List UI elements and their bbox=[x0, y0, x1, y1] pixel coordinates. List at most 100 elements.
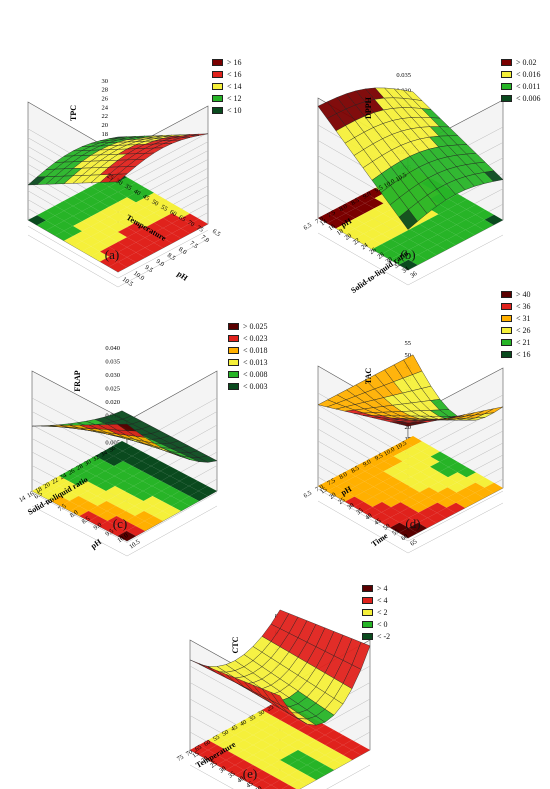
chart-0-x-tick: 55 bbox=[159, 204, 168, 213]
chart-3-contour-cell bbox=[412, 441, 431, 452]
legend-label: > 0.02 bbox=[516, 57, 537, 67]
chart-3-contour-cell bbox=[373, 481, 392, 492]
chart-3-contour-cell bbox=[393, 461, 412, 472]
chart-0-contour-cell bbox=[127, 242, 145, 253]
chart-2-x-tick: 18 bbox=[34, 486, 43, 495]
chart-3-contour-cell bbox=[383, 476, 402, 487]
chart-2-contour-cell bbox=[117, 521, 136, 531]
chart-2-y-tick: 7.5 bbox=[57, 503, 68, 513]
chart-3-contour-cell bbox=[439, 467, 458, 478]
chart-2-contour-cell bbox=[98, 521, 117, 531]
chart-0-contour-cell bbox=[163, 203, 181, 214]
chart-1-contour-cell bbox=[456, 229, 475, 240]
chart-0-contour-cell bbox=[109, 212, 127, 222]
chart-1-y-tick: 28 bbox=[376, 251, 385, 260]
legend-swatch bbox=[501, 326, 512, 334]
chart-3-y-tick: 65 bbox=[409, 538, 418, 547]
chart-1-contour-cell bbox=[372, 234, 391, 245]
chart-2-contour-cell bbox=[32, 486, 51, 496]
chart-1-contour-cell bbox=[439, 199, 458, 210]
chart-0-contour-cell bbox=[109, 252, 127, 262]
chart-4-group: -4-2024682530354045505560657075152025303… bbox=[176, 609, 371, 789]
chart-4-x-tick: 70 bbox=[185, 749, 194, 758]
chart-3-contour-cell bbox=[411, 461, 430, 472]
legend-swatch bbox=[228, 322, 239, 330]
chart-3-contour-cell bbox=[418, 507, 437, 518]
chart-2-z-tick: 0.025 bbox=[105, 386, 120, 393]
legend-label: < -2 bbox=[377, 631, 391, 641]
chart-0-x-tick: 75 bbox=[195, 224, 204, 233]
chart-2-contour-cell bbox=[41, 481, 60, 491]
legend-label: < 26 bbox=[516, 325, 531, 335]
chart-4-gridline bbox=[189, 764, 371, 789]
chart-2-contour-cell bbox=[171, 501, 190, 511]
chart-a-plot: 6810121416182022242628302530354045505560… bbox=[27, 78, 222, 288]
chart-0-contour-cell bbox=[46, 215, 64, 226]
chart-2-contour-cell bbox=[97, 491, 116, 501]
chart-0-contour-cell bbox=[64, 226, 82, 236]
legend-entry: < 14 bbox=[212, 80, 242, 92]
legend-swatch bbox=[501, 58, 512, 66]
chart-0-contour-cell bbox=[154, 198, 172, 208]
chart-4-x-tick: 45 bbox=[230, 724, 239, 733]
chart-0-contour-cell bbox=[28, 215, 46, 226]
chart-0-x-tick: 40 bbox=[132, 188, 141, 197]
legend-label: < 0.018 bbox=[243, 345, 268, 355]
chart-0-contour-cell bbox=[55, 200, 73, 211]
chart-2-contour-cell bbox=[170, 471, 189, 481]
chart-3-contour-cell bbox=[392, 471, 411, 482]
legend-swatch bbox=[501, 314, 512, 322]
chart-3-contour-cell bbox=[393, 451, 412, 462]
chart-0-contour-cell bbox=[109, 242, 127, 252]
legend-entry: < 2 bbox=[362, 606, 390, 618]
chart-1-x-tick: 9.0 bbox=[362, 190, 373, 200]
legend-entry: > 0.025 bbox=[228, 320, 268, 332]
chart-panel-c: 0.0000.0050.0100.0150.0200.0250.0300.035… bbox=[0, 266, 270, 557]
chart-3-y-tick: 30 bbox=[346, 502, 355, 511]
panel-label-c: (c) bbox=[112, 516, 128, 531]
chart-4-contour-cell bbox=[253, 780, 271, 789]
chart-0-y-tick: 7.0 bbox=[200, 234, 211, 244]
chart-0-y-tick: 6.5 bbox=[211, 228, 222, 238]
chart-2-contour-cell bbox=[87, 486, 106, 496]
chart-0-x-tick: 45 bbox=[141, 193, 150, 202]
chart-2-contour-cell bbox=[134, 491, 153, 501]
chart-1-contour-cell bbox=[427, 244, 446, 255]
chart-2-contour-cell bbox=[123, 456, 142, 466]
chart-1-contour-cell bbox=[475, 209, 494, 220]
chart-b-plot: 0.0000.0050.0100.0150.0200.0250.0300.035… bbox=[302, 72, 504, 295]
chart-1-x-tick: 6.5 bbox=[302, 222, 313, 232]
chart-1-contour-cell bbox=[418, 239, 437, 250]
chart-3-contour-cell bbox=[447, 492, 466, 503]
legend-swatch bbox=[362, 632, 373, 640]
legend-entry: < 31 bbox=[501, 312, 531, 324]
chart-2-contour-cell bbox=[162, 496, 181, 506]
chart-1-contour-cell bbox=[428, 234, 447, 245]
chart-2-group: 0.0000.0050.0100.0150.0200.0250.0300.035… bbox=[18, 345, 218, 557]
chart-2-contour-cell bbox=[151, 471, 170, 481]
chart-3-contour-cell bbox=[428, 502, 447, 513]
chart-2-contour-cell bbox=[114, 471, 133, 481]
chart-3-contour-cell bbox=[365, 466, 384, 477]
chart-0-contour-cell bbox=[64, 196, 82, 206]
chart-3-contour-cell bbox=[419, 487, 438, 498]
chart-0-x-tick: 25 bbox=[105, 172, 114, 181]
chart-0-contour-cell bbox=[127, 202, 145, 213]
chart-3-contour-cell bbox=[391, 492, 410, 503]
chart-2-contour-cell bbox=[126, 526, 145, 536]
chart-3-contour-cell bbox=[391, 502, 410, 513]
chart-3-contour-cell bbox=[401, 476, 420, 487]
chart-2-contour-cell bbox=[115, 481, 134, 491]
chart-2-contour-cell bbox=[114, 461, 133, 471]
chart-2-contour-cell bbox=[125, 496, 144, 506]
chart-0-x-tick: 50 bbox=[150, 198, 159, 207]
chart-3-z-tick: 50 bbox=[405, 352, 412, 359]
chart-2-y-tick: 9.0 bbox=[93, 521, 104, 531]
chart-4-x-tick: 35 bbox=[248, 714, 257, 723]
chart-3-contour-cell bbox=[411, 471, 430, 482]
chart-1-contour-cell bbox=[448, 204, 467, 215]
chart-2-y-tick: 8.5 bbox=[81, 515, 92, 525]
chart-3-x-tick: 10.0 bbox=[383, 446, 396, 458]
chart-0-x-tick: 30 bbox=[114, 178, 123, 187]
chart-4-contour-cell bbox=[263, 785, 279, 789]
